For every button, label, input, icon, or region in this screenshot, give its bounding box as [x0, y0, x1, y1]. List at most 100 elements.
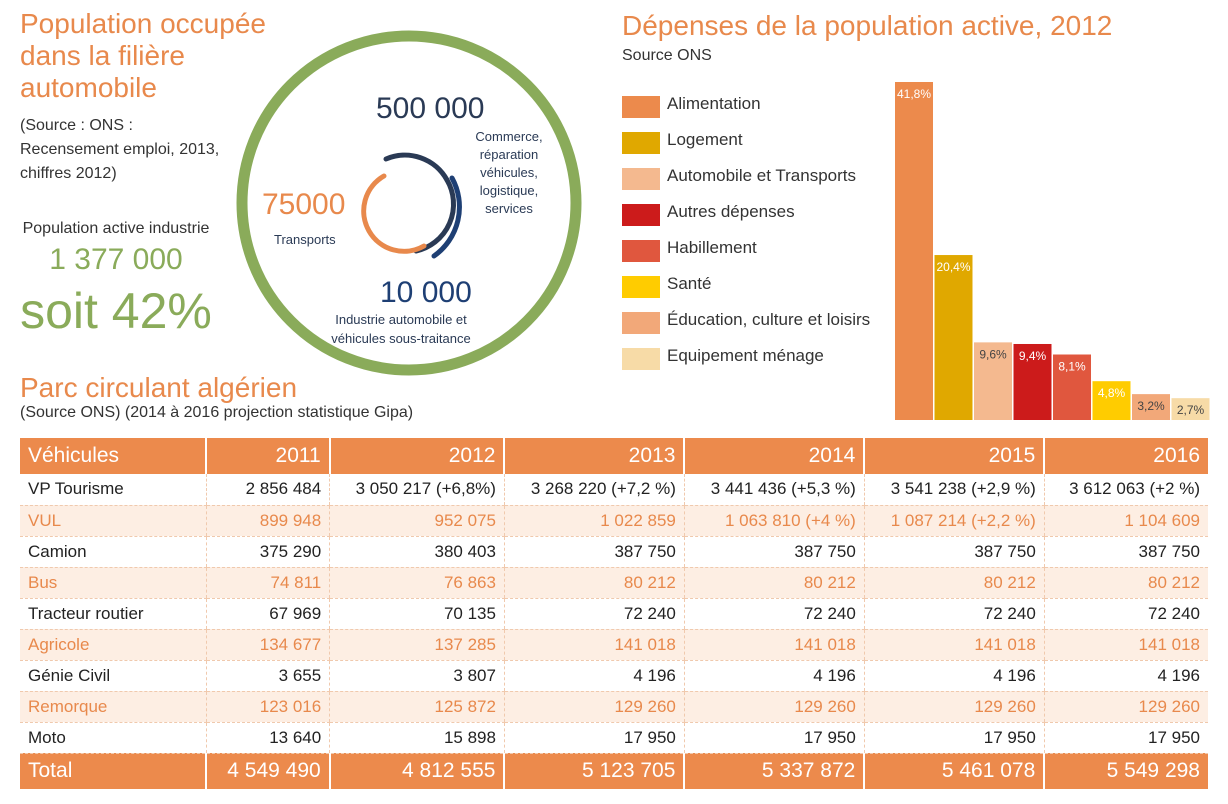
parc-title: Parc circulant algérien [20, 372, 298, 403]
table-cell: 3 655 [205, 660, 330, 692]
table-header-cell: 2013 [503, 438, 685, 474]
table-row: Moto 13 640 15 898 17 950 17 950 17 950 17 950 [20, 722, 1208, 754]
outer-ring [236, 30, 582, 376]
active-population-percent: soit 42% [20, 283, 212, 339]
legend-label: Alimentation [667, 94, 761, 113]
table-cell: 70 135 [329, 598, 505, 630]
parc-source: (Source ONS) (2014 à 2016 projection sta… [20, 404, 414, 421]
table-cell: 141 018 [1043, 629, 1208, 661]
legend-label: Equipement ménage [667, 346, 824, 365]
table-cell: 129 260 [503, 691, 685, 723]
population-source: (Source : ONS : Recensement emploi, 2013… [20, 117, 220, 182]
table-cell: Génie Civil [20, 660, 206, 692]
table-cell: 380 403 [329, 536, 505, 568]
table-cell: 129 260 [1043, 691, 1208, 723]
legend-swatch [622, 96, 660, 118]
bar [1092, 381, 1131, 420]
industrie-arc [431, 175, 462, 259]
table-cell: 3 807 [329, 660, 505, 692]
population-ring-diagram [236, 30, 582, 376]
legend-swatch [622, 240, 660, 262]
legend-label: Autres dépenses [667, 202, 795, 221]
table-row: VUL 899 948 952 075 1 022 859 1 063 810 (+4 … [20, 505, 1208, 537]
legend-label: Habillement [667, 238, 757, 257]
table-total-cell: 4 812 555 [328, 753, 505, 789]
table-row: Agricole 134 677 137 285 141 018 141 018 141 … [20, 629, 1208, 661]
legend-label: Santé [667, 274, 712, 293]
table-cell: 387 750 [683, 536, 865, 568]
table-cell: 125 872 [329, 691, 505, 723]
table-cell: VUL [20, 505, 206, 537]
table-cell: 76 863 [329, 567, 505, 599]
table-cell: Remorque [20, 691, 206, 723]
table-cell: 1 104 609 [1043, 505, 1208, 537]
table-cell: 141 018 [683, 629, 865, 661]
table-header-cell: Véhicules [20, 438, 206, 474]
table-cell: Tracteur routier [20, 598, 206, 630]
table-cell: 17 950 [683, 722, 865, 754]
table-cell: 375 290 [205, 536, 330, 568]
table-cell: 13 640 [205, 722, 330, 754]
transports-value: 75000 [262, 188, 346, 221]
table-cell: 67 969 [205, 598, 330, 630]
legend-swatch [622, 276, 660, 298]
transports-arc [361, 173, 427, 254]
table-row: Génie Civil 3 655 3 807 4 196 4 196 4 196 4 19… [20, 660, 1208, 692]
bar [974, 342, 1012, 420]
table-cell: 72 240 [503, 598, 685, 630]
table-cell: 1 022 859 [503, 505, 685, 537]
table-row: VP Tourisme 2 856 484 3 050 217 (+6,8%) 3 2… [20, 474, 1208, 506]
bar-data-label: 2,7% [1177, 403, 1205, 417]
table-cell: 3 612 063 (+2 %) [1043, 474, 1208, 506]
legend-swatch [622, 348, 660, 370]
transports-label: Transports [274, 232, 336, 247]
table-cell: 72 240 [1043, 598, 1208, 630]
bar-data-label: 9,6% [979, 347, 1007, 361]
table-header-row: Véhicules 2011 2012 2013 2014 2015 2016 [20, 438, 1208, 474]
table-cell: 129 260 [863, 691, 1045, 723]
bar [934, 255, 973, 420]
bar [1171, 398, 1210, 420]
population-title: Population occupée dans la filière autom… [20, 8, 266, 103]
table-cell: 141 018 [503, 629, 685, 661]
industrie-label: Industrie automobile et véhicules sous-t… [331, 312, 471, 346]
table-cell: 4 196 [863, 660, 1045, 692]
table-cell: 80 212 [683, 567, 865, 599]
table-cell: 74 811 [205, 567, 330, 599]
table-cell: 899 948 [205, 505, 330, 537]
legend-swatch [622, 204, 660, 226]
table-total-row: Total 4 549 490 4 812 555 5 123 705 5 337 87… [20, 753, 1208, 789]
legend-swatch [622, 312, 660, 334]
table-cell: 3 268 220 (+7,2 %) [503, 474, 685, 506]
table-cell: 2 856 484 [205, 474, 330, 506]
legend-swatch [622, 168, 660, 190]
bar-data-label: 4,8% [1098, 386, 1126, 400]
expenses-bar-chart: 41,8% 20,4% 9,6% 9,4% 8,1% 4,8% 3,2% 2,7% [895, 82, 1210, 420]
table-cell: 4 196 [503, 660, 685, 692]
table-total-cell: Total [20, 753, 206, 789]
parc-table: Véhicules 2011 2012 2013 2014 2015 2016 VP Tou… [20, 438, 1208, 789]
table-cell: 137 285 [329, 629, 505, 661]
table-cell: Agricole [20, 629, 206, 661]
table-header-cell: 2014 [683, 438, 865, 474]
table-cell: 3 050 217 (+6,8%) [329, 474, 505, 506]
table-header-cell: 2016 [1043, 438, 1208, 474]
bar-data-label: 8,1% [1058, 360, 1086, 374]
bar-data-label: 9,4% [1019, 349, 1047, 363]
table-cell: 952 075 [329, 505, 505, 537]
commerce-arc-top [383, 152, 450, 183]
expenses-source: Source ONS [622, 47, 712, 64]
legend-label: Éducation, culture et loisirs [667, 310, 871, 329]
bar [1013, 343, 1052, 420]
table-total-cell: 5 337 872 [683, 753, 865, 789]
table-cell: 387 750 [863, 536, 1045, 568]
table-cell: VP Tourisme [20, 474, 206, 506]
table-cell: 72 240 [683, 598, 865, 630]
table-header-cell: 2012 [328, 438, 505, 474]
bar-data-label: 20,4% [936, 260, 970, 274]
bar [1053, 354, 1091, 420]
table-total-cell: 4 549 490 [205, 753, 330, 789]
table-cell: 123 016 [205, 691, 330, 723]
table-cell: 17 950 [863, 722, 1045, 754]
table-cell: Moto [20, 722, 206, 754]
